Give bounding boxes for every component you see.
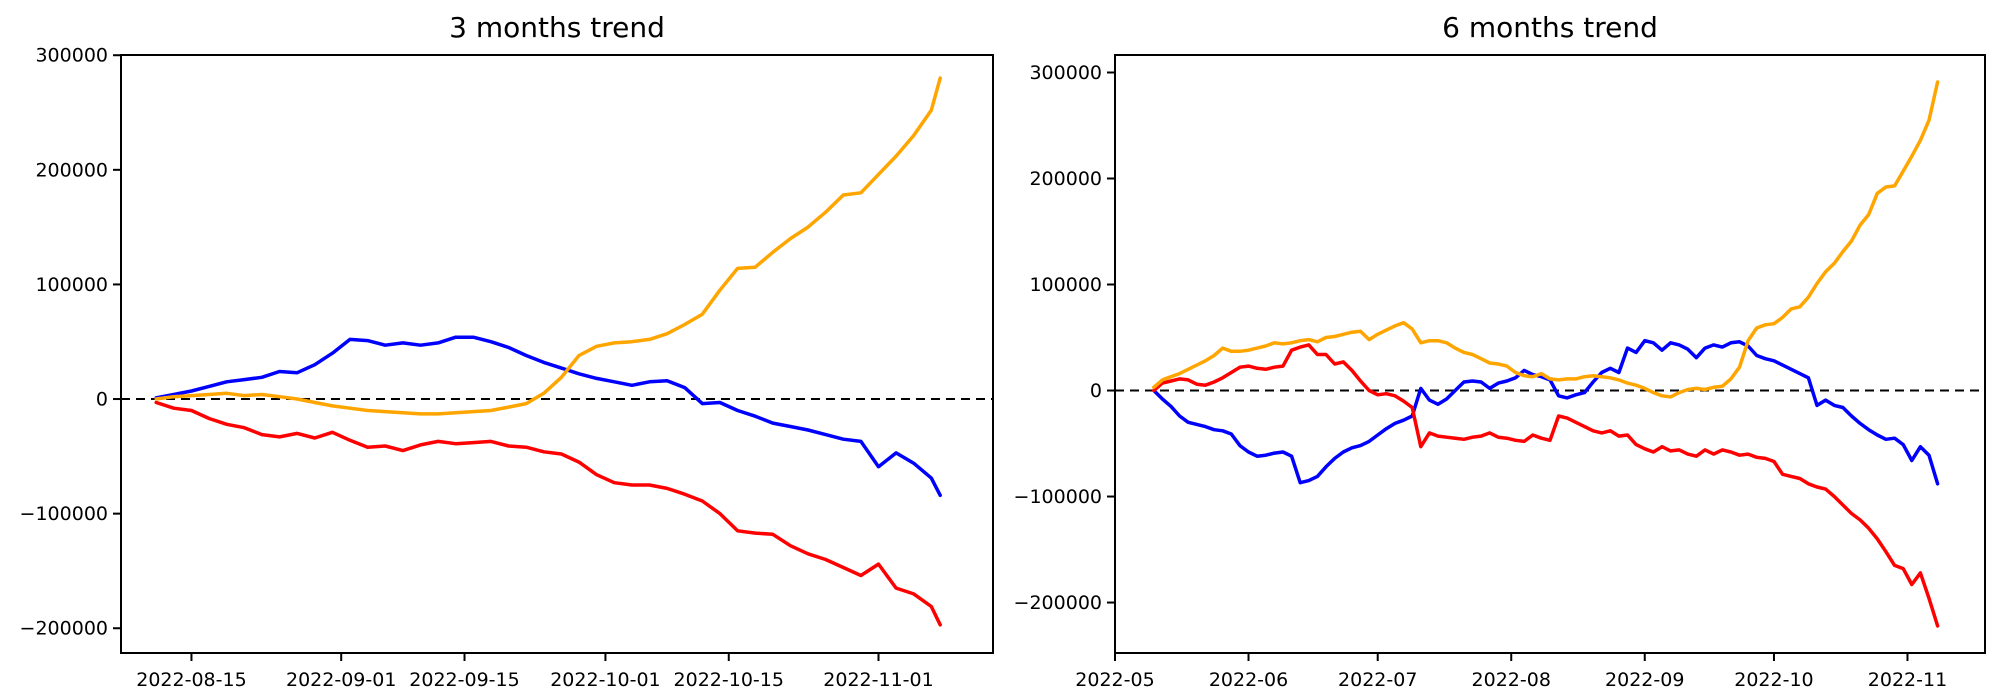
y-tick-label: −200000 bbox=[20, 618, 108, 640]
y-tick-label: −100000 bbox=[20, 503, 108, 525]
chart-panel-0: 300000 200000 100000 0 −100000 −200000 2022-08… bbox=[20, 45, 994, 691]
x-tick-label: 2022-11 bbox=[1868, 669, 1947, 691]
series-line-orange bbox=[1152, 80, 1940, 399]
x-tick-label: 2022-10-15 bbox=[674, 669, 784, 691]
y-tick-label: 0 bbox=[1090, 380, 1102, 402]
x-tick-label: 2022-09-01 bbox=[286, 669, 396, 691]
y-tick-label: 0 bbox=[96, 389, 108, 411]
y-tick-label: 100000 bbox=[1029, 274, 1102, 296]
y-tick-label: 300000 bbox=[35, 45, 108, 67]
y-tick-label: 300000 bbox=[1029, 62, 1102, 84]
y-tick-label: 200000 bbox=[1029, 168, 1102, 190]
chart-title-3-months: 3 months trend bbox=[449, 11, 665, 44]
chart-panel-1: 300000 200000 100000 0 −100000 −200000 2022-05… bbox=[1014, 54, 1986, 691]
x-tick-label: 2022-10-01 bbox=[550, 669, 660, 691]
y-tick-label: 200000 bbox=[35, 159, 108, 181]
x-tick-label: 2022-09 bbox=[1605, 669, 1684, 691]
x-tick-label: 2022-05 bbox=[1075, 669, 1154, 691]
series-line-red bbox=[154, 400, 942, 627]
x-tick-label: 2022-08-15 bbox=[136, 669, 246, 691]
y-tick-label: −200000 bbox=[1014, 592, 1102, 614]
x-tick-label: 2022-06 bbox=[1209, 669, 1288, 691]
series-line-orange bbox=[154, 76, 942, 416]
x-tick-label: 2022-08 bbox=[1472, 669, 1551, 691]
x-tick-label: 2022-07 bbox=[1338, 669, 1417, 691]
axes-border bbox=[120, 54, 994, 654]
series-line-red bbox=[1152, 343, 1940, 628]
x-tick-label: 2022-10 bbox=[1734, 669, 1813, 691]
x-tick-label: 2022-09-15 bbox=[409, 669, 519, 691]
y-tick-label: −100000 bbox=[1014, 486, 1102, 508]
axes-border bbox=[1114, 54, 1986, 654]
chart-title-6-months: 6 months trend bbox=[1442, 11, 1658, 44]
y-tick-label: 100000 bbox=[35, 274, 108, 296]
x-tick-label: 2022-11-01 bbox=[823, 669, 933, 691]
series-line-blue bbox=[154, 335, 942, 498]
series-line-blue bbox=[1152, 338, 1940, 486]
